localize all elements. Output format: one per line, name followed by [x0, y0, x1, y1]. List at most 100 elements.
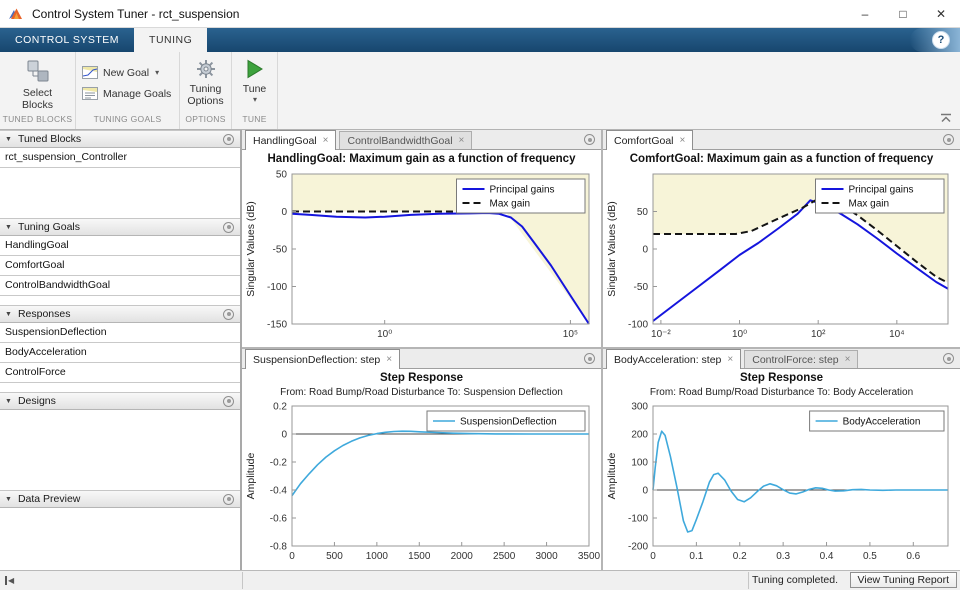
handling-goal-figure: HandlingGoal: Maximum gain as a function…	[242, 150, 601, 347]
designs-list	[0, 410, 240, 490]
chart-title: ComfortGoal: Maximum gain as a function …	[629, 153, 934, 165]
svg-text:10⁵: 10⁵	[563, 329, 578, 340]
close-tab-icon[interactable]: ×	[679, 135, 686, 146]
svg-text:-100: -100	[628, 320, 648, 331]
list-item-response[interactable]: SuspensionDeflection	[0, 323, 240, 343]
svg-text:Singular Values (dB): Singular Values (dB)	[245, 201, 257, 297]
select-blocks-icon	[27, 60, 48, 82]
tab-controlforce-step[interactable]: ControlForce: step ×	[744, 350, 859, 368]
section-tune: Tune ▾ TUNE	[232, 52, 278, 129]
panel-header-tuned-blocks[interactable]: ▼ Tuned Blocks	[0, 130, 240, 148]
list-item-goal[interactable]: HandlingGoal	[0, 236, 240, 256]
svg-text:-50: -50	[634, 282, 649, 293]
caret-down-icon: ▼	[5, 310, 12, 318]
svg-text:0: 0	[642, 245, 648, 256]
svg-text:0: 0	[289, 551, 295, 562]
panel-header-designs[interactable]: ▼ Designs	[0, 392, 240, 410]
tab-controlbandwidthgoal[interactable]: ControlBandwidthGoal ×	[339, 131, 473, 149]
section-label-options: OPTIONS	[185, 114, 226, 124]
tab-suspensiondeflection-step[interactable]: SuspensionDeflection: step ×	[245, 349, 401, 369]
sidebar: ▼ Tuned Blocks rct_suspension_Controller…	[0, 130, 242, 570]
list-item-response[interactable]: ControlForce	[0, 363, 240, 383]
svg-text:1000: 1000	[366, 551, 389, 562]
panel-options-icon[interactable]	[223, 221, 234, 233]
svg-text:-150: -150	[267, 320, 287, 331]
handling-goal-plot: 10⁰ 10⁵ 50 0 -50 -100 -150 Singular Values (dB)…	[245, 170, 590, 340]
vertical-splitter[interactable]	[601, 130, 603, 570]
tab-label: HandlingGoal	[253, 134, 317, 147]
help-area: ?	[910, 28, 960, 52]
dropdown-arrow-icon: ▾	[155, 68, 160, 77]
svg-text:10⁰: 10⁰	[732, 329, 747, 340]
panel-header-data-preview[interactable]: ▼ Data Preview	[0, 490, 240, 508]
close-tab-icon[interactable]: ×	[727, 354, 734, 365]
panel-options-icon[interactable]	[943, 353, 954, 364]
minimize-button[interactable]: –	[861, 6, 869, 21]
svg-text:10⁻²: 10⁻²	[651, 329, 671, 340]
list-item-tuned-block[interactable]: rct_suspension_Controller	[0, 148, 240, 168]
svg-text:0: 0	[650, 551, 656, 562]
tune-label: Tune	[242, 83, 267, 95]
tuning-options-button[interactable]: Tuning Options	[180, 58, 231, 107]
panel-options-icon[interactable]	[223, 493, 234, 505]
panel-header-responses[interactable]: ▼ Responses	[0, 305, 240, 323]
tune-button[interactable]: Tune ▾	[242, 58, 267, 105]
window-title: Control System Tuner - rct_suspension	[32, 6, 240, 21]
panel-options-icon[interactable]	[943, 134, 954, 145]
maximize-button[interactable]: □	[899, 6, 907, 21]
svg-text:SuspensionDeflection: SuspensionDeflection	[460, 417, 557, 428]
list-item-goal[interactable]: ControlBandwidthGoal	[0, 276, 240, 296]
doc-tabstrip: BodyAcceleration: step × ControlForce: s…	[603, 349, 960, 369]
svg-text:10⁴: 10⁴	[889, 329, 904, 340]
help-button[interactable]: ?	[932, 31, 950, 49]
panel-options-icon[interactable]	[223, 133, 234, 145]
panel-title: Designs	[17, 395, 56, 407]
new-goal-button[interactable]: New Goal ▾	[82, 66, 159, 79]
horizontal-splitter[interactable]	[242, 347, 960, 349]
list-item-response[interactable]: BodyAcceleration	[0, 343, 240, 363]
svg-text:Singular Values (dB): Singular Values (dB)	[606, 201, 618, 297]
statusbar: ◀ Tuning completed. View Tuning Report	[0, 570, 960, 590]
tab-handlinggoal[interactable]: HandlingGoal ×	[245, 130, 337, 150]
svg-text:-50: -50	[273, 245, 288, 256]
svg-text:0: 0	[281, 207, 287, 218]
svg-text:2500: 2500	[493, 551, 516, 562]
tab-label: ControlForce: step	[752, 353, 839, 366]
tab-bodyacceleration-step[interactable]: BodyAcceleration: step ×	[606, 349, 742, 369]
data-preview-list	[0, 508, 240, 570]
select-blocks-button[interactable]: Select Blocks	[12, 58, 64, 111]
panel-header-tuning-goals[interactable]: ▼ Tuning Goals	[0, 218, 240, 236]
svg-text:0.4: 0.4	[820, 551, 834, 562]
panel-options-icon[interactable]	[584, 353, 595, 364]
manage-goals-button[interactable]: Manage Goals	[82, 87, 171, 100]
dropdown-arrow-icon: ▾	[252, 95, 257, 105]
panel-options-icon[interactable]	[584, 134, 595, 145]
close-tab-icon[interactable]: ×	[844, 354, 851, 365]
panel-options-icon[interactable]	[223, 308, 234, 320]
tab-tuning[interactable]: TUNING	[134, 28, 208, 52]
svg-text:3500: 3500	[578, 551, 601, 562]
view-tuning-report-button[interactable]: View Tuning Report	[849, 572, 957, 588]
body-acceleration-plot: 0 0.1 0.2 0.3 0.4 0.5 0.6 300 200 100 0 -100 -200 Amp…	[606, 402, 949, 562]
svg-text:2000: 2000	[451, 551, 474, 562]
svg-text:50: 50	[276, 170, 288, 181]
tab-control-system[interactable]: CONTROL SYSTEM	[15, 34, 120, 46]
statusbar-divider	[242, 572, 243, 589]
section-tuning-goals: New Goal ▾ Manage Goals TUNING GOALS	[76, 52, 180, 129]
collapse-ribbon-icon[interactable]	[940, 113, 952, 123]
close-tab-icon[interactable]: ×	[458, 135, 465, 146]
svg-text:200: 200	[631, 430, 648, 441]
svg-text:Amplitude: Amplitude	[606, 453, 618, 500]
close-button[interactable]: ✕	[935, 6, 947, 21]
close-tab-icon[interactable]: ×	[386, 354, 393, 365]
play-icon	[247, 59, 264, 79]
new-goal-icon	[82, 66, 98, 79]
caret-down-icon: ▼	[5, 223, 12, 231]
collapse-sidebar-icon[interactable]: ◀	[5, 576, 14, 585]
svg-text:0.5: 0.5	[863, 551, 877, 562]
panel-options-icon[interactable]	[223, 395, 234, 407]
close-tab-icon[interactable]: ×	[322, 135, 329, 146]
tab-comfortgoal[interactable]: ComfortGoal ×	[606, 130, 694, 150]
list-item-goal[interactable]: ComfortGoal	[0, 256, 240, 276]
svg-text:BodyAcceleration: BodyAcceleration	[843, 417, 921, 428]
